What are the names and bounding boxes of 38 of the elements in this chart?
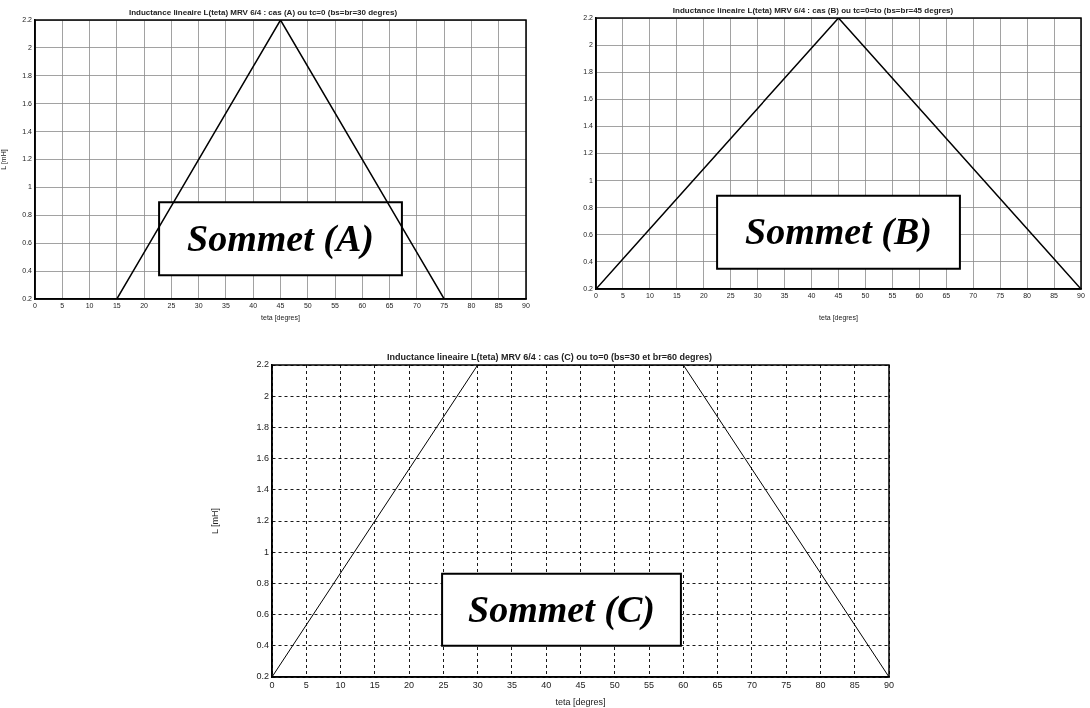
y-tick-label: 1 (263, 546, 269, 557)
x-tick-label: 60 (678, 679, 689, 690)
x-tick-label: 80 (815, 679, 826, 690)
x-tick-label: 50 (609, 679, 620, 690)
y-tick-label: 2 (263, 390, 269, 401)
y-tick-label: 1.6 (256, 453, 269, 464)
annotation: Sommet (B) (745, 209, 932, 253)
chart-title: Inductance lineaire L(teta) MRV 6/4 : cas (C) ou to=0 (bs=30 et br=60 degres) (386, 352, 713, 363)
x-tick-label: 45 (575, 679, 586, 690)
x-tick-label: 35 (506, 679, 517, 690)
chart-title: Inductance lineaire L(teta) MRV 6/4 : cas (A) ou tc=0 (bs=br=30 degres) (128, 8, 398, 18)
x-axis-title: teta [degres] (555, 697, 606, 708)
x-tick-label: 65 (712, 679, 723, 690)
x-tick-label: 0 (269, 679, 275, 690)
x-tick-label: 20 (404, 679, 415, 690)
y-tick-label: 0.2 (256, 671, 269, 682)
y-tick-label: 2.2 (256, 359, 269, 370)
y-tick-label: 1.2 (256, 515, 269, 526)
x-tick-label: 30 (472, 679, 483, 690)
x-tick-label: 55 (644, 679, 655, 690)
x-tick-label: 25 (438, 679, 449, 690)
y-tick-label: 1.4 (256, 484, 269, 495)
y-tick-label: 1.8 (256, 421, 269, 432)
x-tick-label: 40 (541, 679, 552, 690)
y-tick-label: 0.6 (256, 609, 269, 620)
y-axis-title: L [mH] (209, 507, 220, 535)
x-tick-label: 10 (335, 679, 346, 690)
x-tick-label: 15 (369, 679, 380, 690)
annotation: Sommet (C) (468, 587, 655, 631)
x-tick-label: 5 (303, 679, 309, 690)
y-tick-label: 0.8 (256, 577, 269, 588)
y-tick-label: 0.4 (256, 640, 269, 651)
x-tick-label: 85 (849, 679, 860, 690)
x-tick-label: 70 (746, 679, 757, 690)
annotation: Sommet (A) (187, 216, 374, 260)
x-tick-label: 75 (781, 679, 792, 690)
chart-title: Inductance lineaire L(teta) MRV 6/4 : cas (B) ou tc=0=to (bs=br=45 degres) (672, 6, 954, 16)
x-tick-label: 90 (883, 679, 895, 690)
